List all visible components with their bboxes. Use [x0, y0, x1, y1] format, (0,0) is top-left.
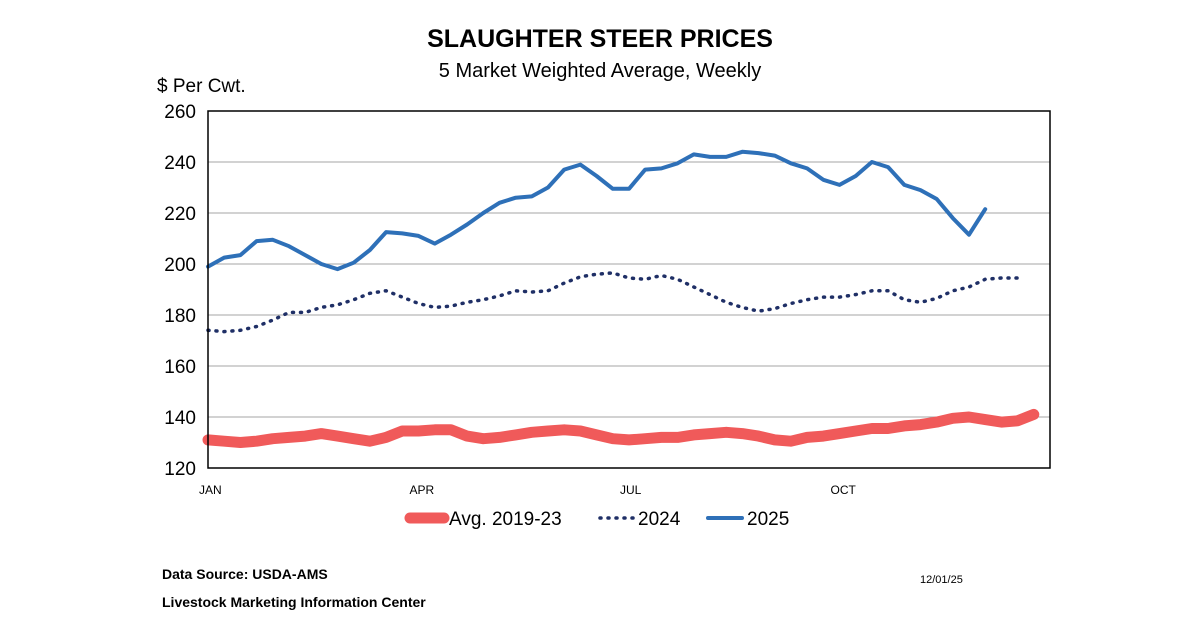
data-source-text: Data Source: USDA-AMS	[162, 566, 328, 582]
legend: Avg. 2019-23 2024 2025	[404, 509, 789, 530]
y-tick-label: 120	[164, 459, 196, 480]
y-tick-label: 160	[164, 357, 196, 378]
grid-lines	[208, 161, 1050, 418]
legend-label-avg-2019-23: Avg. 2019-23	[449, 509, 562, 530]
series-line-avg-2019-23	[202, 408, 1040, 448]
y-tick-label: 200	[164, 255, 196, 276]
y-tick-label: 180	[164, 306, 196, 327]
y-axis-label: $ Per Cwt.	[157, 76, 246, 97]
legend-label-2025: 2025	[747, 509, 789, 530]
x-tick-label: OCT	[831, 483, 857, 497]
series-line-2024	[206, 271, 1020, 334]
x-tick-label: JAN	[199, 483, 222, 497]
chart-title: SLAUGHTER STEER PRICES	[427, 25, 773, 53]
x-tick-label: JUL	[620, 483, 642, 497]
organization-text: Livestock Marketing Information Center	[162, 594, 426, 610]
series-lines	[202, 149, 1040, 448]
y-tick-label: 240	[164, 153, 196, 174]
plot-area-border	[207, 110, 1051, 469]
series-line-2025	[206, 149, 988, 272]
date-stamp: 12/01/25	[920, 574, 963, 586]
chart-subtitle: 5 Market Weighted Average, Weekly	[439, 60, 761, 82]
y-tick-label: 260	[164, 102, 196, 123]
y-tick-label: 140	[164, 408, 196, 429]
x-tick-label: APR	[410, 483, 435, 497]
x-tick-labels: JAN APR JUL OCT	[199, 483, 857, 497]
y-tick-label: 220	[164, 204, 196, 225]
legend-label-2024: 2024	[638, 509, 681, 530]
y-tick-labels: 120 140 160 180 200 220 240 260	[164, 102, 196, 480]
